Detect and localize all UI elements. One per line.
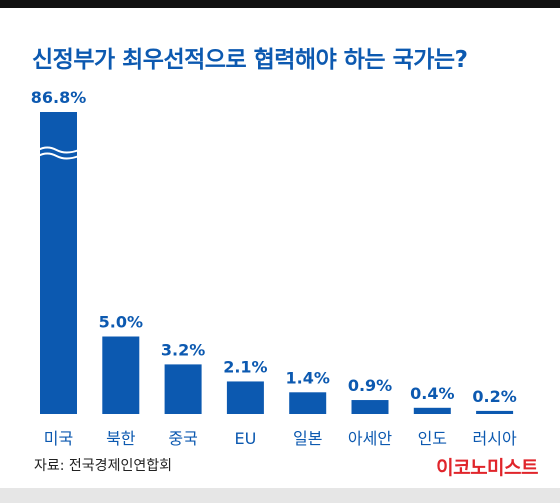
source-note: 자료: 전국경제인연합회: [34, 458, 172, 474]
data-label-5: 0.9%: [348, 376, 392, 395]
bar-3: [226, 381, 264, 414]
category-label-1: 북한: [106, 429, 136, 448]
chart-title: 신정부가 최우선적으로 협력해야 하는 국가는?: [32, 47, 468, 73]
axis-break-line-1: [37, 146, 80, 154]
bar-7: [476, 410, 514, 414]
category-label-2: 중국: [168, 429, 197, 448]
data-label-7: 0.2%: [472, 387, 516, 406]
data-label-1: 5.0%: [99, 313, 143, 332]
bottom-border: [0, 488, 560, 503]
data-label-3: 2.1%: [223, 357, 267, 376]
category-label-3: EU: [234, 429, 256, 448]
bar-6: [413, 407, 451, 414]
bar-4: [289, 392, 327, 414]
bar-1: [102, 336, 140, 414]
data-label-0: 86.8%: [31, 88, 87, 107]
publisher-logo: 이코노미스트: [436, 457, 538, 479]
bar-2: [164, 364, 202, 414]
data-label-2: 3.2%: [161, 340, 205, 359]
bar-0: [40, 112, 77, 414]
category-label-7: 러시아: [473, 429, 517, 448]
category-label-5: 아세안: [348, 429, 392, 448]
category-label-4: 일본: [293, 429, 322, 448]
top-border: [0, 0, 560, 8]
category-label-0: 미국: [44, 429, 73, 448]
data-label-4: 1.4%: [286, 368, 330, 387]
category-label-6: 인도: [418, 429, 447, 448]
data-label-6: 0.4%: [410, 384, 454, 403]
bar-5: [351, 400, 389, 414]
axis-break-line-2: [37, 152, 80, 160]
